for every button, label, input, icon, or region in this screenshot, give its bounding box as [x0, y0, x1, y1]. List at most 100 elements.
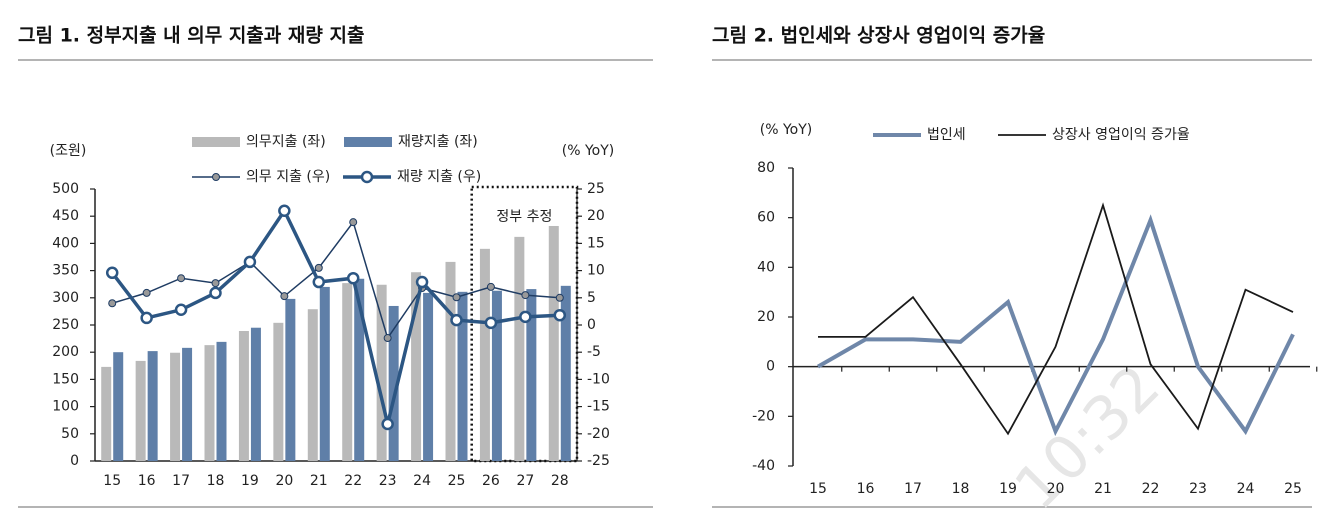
x-tick-label: 24 [413, 473, 431, 489]
y2-tick-label: 5 [587, 290, 596, 306]
line [818, 202, 1294, 436]
bar [388, 305, 399, 461]
y-tick-label: 0 [70, 453, 79, 469]
marker [174, 303, 188, 317]
marker [140, 311, 153, 325]
y-tick-label: 350 [52, 263, 79, 279]
chart-title: 그림 2. 법인세와 상장사 영업이익 증가율 [712, 25, 1045, 47]
bar [423, 292, 434, 461]
y-tick-label: 50 [61, 426, 79, 442]
legend-marker [360, 170, 374, 184]
marker [108, 299, 117, 308]
y-tick-label: 400 [52, 235, 79, 251]
y-tick-label: 40 [757, 259, 775, 275]
marker [243, 255, 257, 269]
bar [342, 283, 353, 461]
bar [354, 278, 365, 461]
line [817, 214, 1295, 437]
x-tick-label: 22 [344, 473, 362, 489]
legend-label: 재량 지출 (우) [397, 169, 481, 185]
marker [553, 308, 567, 322]
marker [346, 271, 360, 285]
y-tick-label: 300 [52, 290, 79, 306]
y2-tick-label: -10 [587, 371, 610, 387]
y-tick-label: 20 [757, 309, 775, 325]
y-axis-label: (% YoY) [760, 122, 813, 138]
x-tick-label: 23 [1189, 481, 1207, 497]
x-tick-label: 15 [103, 473, 121, 489]
marker [349, 218, 358, 227]
y2-tick-label: 0 [587, 317, 596, 333]
chart-title: 그림 1. 정부지출 내 의무 지출과 재량 지출 [18, 25, 364, 47]
marker [521, 291, 530, 300]
y-tick-label: 150 [52, 371, 79, 387]
annotation: 정부 추정 [496, 209, 552, 225]
x-tick-label: 19 [241, 473, 259, 489]
marker [211, 279, 220, 288]
legend-swatch [192, 137, 240, 147]
x-tick-label: 15 [809, 481, 827, 497]
legend-label: 의무지출 (좌) [246, 134, 326, 150]
bar [376, 284, 387, 461]
legend-label: 법인세 [927, 127, 966, 143]
y-tick-label: 450 [52, 208, 79, 224]
bar [216, 341, 227, 461]
x-tick-label: 24 [1237, 481, 1255, 497]
legend-label: 의무 지출 (우) [246, 169, 330, 185]
bar [526, 289, 537, 461]
y-tick-label: 60 [757, 210, 775, 226]
marker [383, 334, 392, 343]
bar [135, 360, 146, 461]
bar [101, 366, 112, 461]
bar [182, 347, 193, 461]
y2-tick-label: -20 [587, 426, 610, 442]
legend-label: 재량지출 (좌) [398, 134, 478, 150]
y2-tick-label: -25 [587, 453, 610, 469]
bar [113, 352, 124, 461]
marker [280, 292, 289, 301]
bar [457, 291, 468, 461]
x-tick-label: 21 [310, 473, 328, 489]
y-tick-label: 500 [52, 181, 79, 197]
x-tick-label: 22 [1142, 481, 1160, 497]
y-tick-label: 250 [52, 317, 79, 333]
x-tick-label: 19 [999, 481, 1017, 497]
bar [491, 290, 502, 461]
x-tick-label: 23 [379, 473, 397, 489]
y2-tick-label: 20 [587, 208, 605, 224]
marker [450, 313, 463, 327]
line [111, 220, 560, 340]
marker [452, 293, 461, 302]
y-tick-label: 80 [757, 160, 775, 176]
marker [555, 293, 564, 302]
marker [484, 316, 498, 330]
bar [204, 345, 215, 461]
y2-tick-label: 25 [587, 181, 605, 197]
x-tick-label: 25 [1284, 481, 1302, 497]
marker [312, 275, 326, 289]
marker [415, 275, 429, 289]
y2-tick-label: -5 [587, 344, 601, 360]
y-tick-label: 100 [52, 399, 79, 415]
x-tick-label: 21 [1094, 481, 1112, 497]
y-tick-label: -40 [752, 458, 775, 474]
bar [273, 322, 284, 461]
bar [307, 309, 318, 461]
x-tick-label: 25 [448, 473, 466, 489]
y2-axis-label: (% YoY) [562, 143, 615, 159]
bar [250, 327, 261, 461]
y2-tick-label: -15 [587, 399, 610, 415]
y-tick-label: 200 [52, 344, 79, 360]
bar [548, 225, 559, 461]
bar [319, 286, 330, 461]
marker [177, 274, 186, 283]
x-tick-label: 16 [857, 481, 875, 497]
annotation-box [470, 185, 579, 463]
bar [411, 272, 422, 461]
x-tick-label: 18 [952, 481, 970, 497]
y2-tick-label: 10 [587, 263, 605, 279]
y-tick-label: 0 [766, 359, 775, 375]
y-axis-label: (조원) [50, 143, 87, 159]
y-tick-label: -20 [752, 408, 775, 424]
